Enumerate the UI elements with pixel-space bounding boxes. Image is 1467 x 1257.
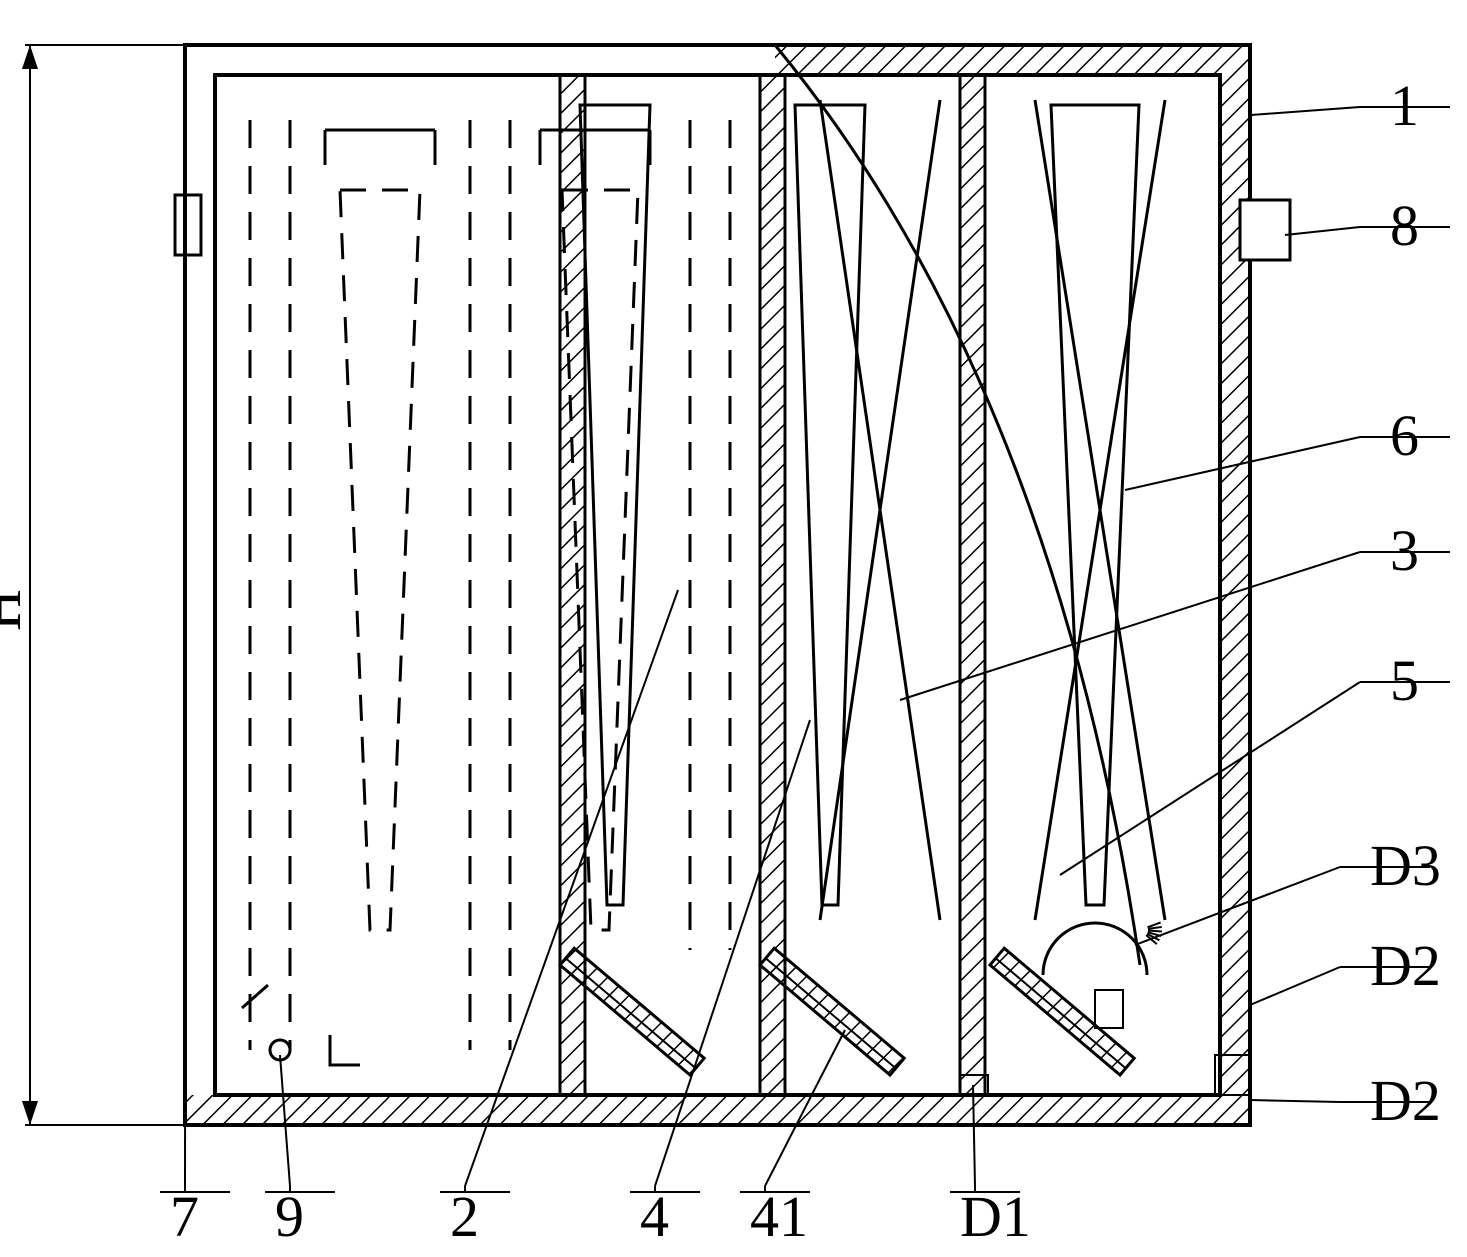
d3-arc (1043, 923, 1147, 975)
left-tab (175, 195, 201, 255)
label-right-D2: D2 (1370, 933, 1441, 998)
inner-shell (215, 75, 1220, 1095)
label-bottom-9: 9 (275, 1184, 304, 1249)
small-l-bracket (330, 1035, 360, 1065)
vertical-wall-1 (760, 75, 785, 1095)
solid-trapezoid-2 (1051, 105, 1139, 905)
label-right-8: 8 (1390, 193, 1419, 258)
label-bottom-D1: D1 (960, 1184, 1031, 1249)
vertical-wall-2 (960, 75, 985, 1095)
section-arc (775, 45, 1140, 965)
top-bracket-1 (540, 130, 650, 165)
outer-hatch (185, 45, 1250, 1125)
solid-trapezoid-1 (795, 105, 865, 905)
label-right-6: 6 (1390, 403, 1419, 468)
label-bottom-7: 7 (170, 1184, 199, 1249)
label-right-D2: D2 (1370, 1068, 1441, 1133)
label-right-3: 3 (1390, 518, 1419, 583)
label-bottom-41: 41 (750, 1184, 808, 1249)
label-bottom-4: 4 (640, 1184, 669, 1249)
outer-shell (185, 45, 1250, 1125)
label-right-D3: D3 (1370, 833, 1441, 898)
label-right-5: 5 (1390, 648, 1419, 713)
solid-trapezoid-0 (580, 105, 650, 905)
step-d2a (1095, 990, 1123, 1028)
top-bracket-0 (325, 130, 435, 165)
label-right-1: 1 (1390, 73, 1419, 138)
dim-h-label: H (0, 589, 33, 631)
right-tab (1240, 200, 1290, 260)
dashed-trapezoid-0 (340, 190, 420, 930)
label-bottom-2: 2 (450, 1184, 479, 1249)
